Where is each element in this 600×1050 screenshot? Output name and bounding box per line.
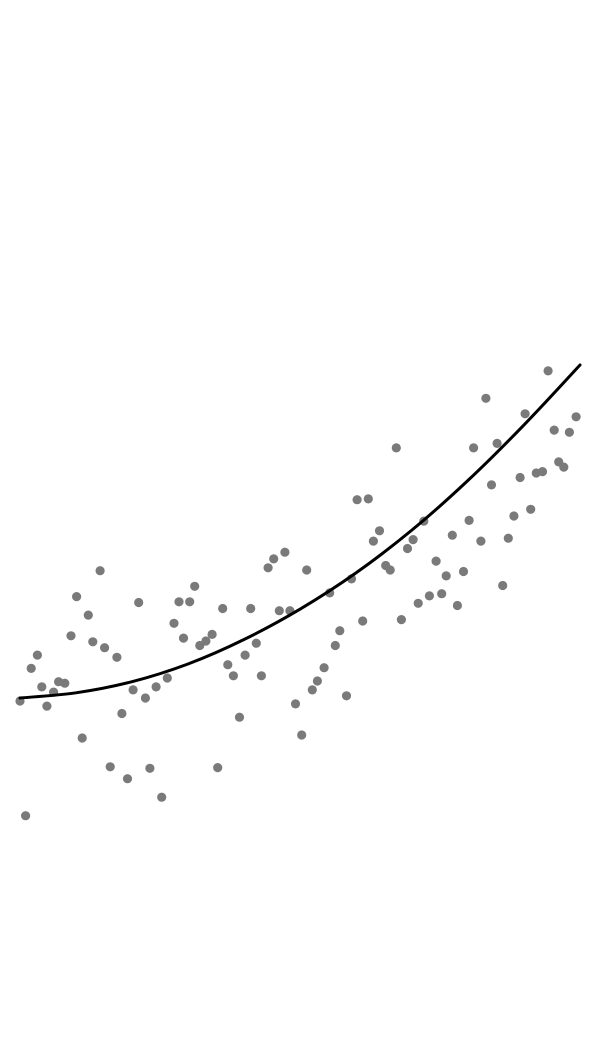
- scatter-point-70: [408, 535, 418, 545]
- scatter-point-69: [402, 543, 413, 554]
- scatter-point-1: [26, 663, 36, 674]
- scatter-point-30: [185, 597, 195, 607]
- scatter-point-25: [157, 792, 167, 802]
- scatter-point-88: [509, 511, 519, 521]
- scatter-point-71: [413, 598, 423, 608]
- scatter-point-51: [302, 565, 312, 575]
- scatter-point-17: [112, 652, 122, 662]
- scatter-point-36: [218, 603, 228, 614]
- scatter-point-87: [503, 533, 513, 543]
- scatter-point-23: [145, 763, 155, 773]
- scatter-point-95: [549, 425, 559, 435]
- scatter-point-90: [520, 409, 530, 419]
- scatter-point-14: [95, 566, 105, 576]
- scatter-point-89: [515, 472, 525, 483]
- scatter-point-61: [358, 616, 368, 626]
- scatter-point-3: [21, 811, 31, 821]
- scatter-point-34: [207, 629, 217, 640]
- scatter-point-74: [431, 556, 441, 566]
- trend-curve: [18, 363, 582, 700]
- scatter-points: [15, 366, 581, 821]
- scatter-point-73: [424, 591, 434, 601]
- scatter-point-22: [140, 693, 150, 703]
- scatter-point-56: [330, 640, 340, 651]
- scatter-point-40: [240, 650, 250, 660]
- scatter-point-29: [178, 633, 189, 643]
- scatter-point-83: [481, 393, 491, 403]
- scatter-point-93: [537, 467, 548, 477]
- scatter-point-21: [134, 597, 144, 608]
- scatter-point-86: [498, 580, 508, 591]
- scatter-point-44: [263, 563, 273, 573]
- scatter-point-26: [162, 673, 172, 683]
- scatter-point-45: [269, 554, 279, 564]
- scatter-point-18: [117, 708, 127, 719]
- scatter-point-2: [32, 650, 43, 660]
- scatter-point-52: [307, 685, 317, 695]
- scatter-point-94: [543, 366, 553, 376]
- scatter-point-38: [228, 671, 238, 681]
- scatter-point-57: [335, 626, 345, 636]
- scatter-point-62: [363, 494, 373, 504]
- scatter-point-24: [151, 682, 161, 692]
- scatter-point-54: [319, 663, 329, 673]
- scatter-point-37: [223, 660, 233, 670]
- scatter-point-19: [122, 774, 133, 784]
- scatter-point-5: [42, 701, 52, 711]
- scatter-point-91: [526, 504, 536, 514]
- scatter-point-49: [290, 699, 301, 709]
- scatter-point-10: [72, 592, 82, 602]
- scatter-point-82: [476, 536, 486, 546]
- scatter-point-84: [486, 480, 497, 490]
- scatter-point-12: [83, 610, 93, 620]
- scatter-point-11: [77, 733, 87, 743]
- scatter-point-16: [105, 762, 115, 772]
- scatter-point-77: [447, 530, 457, 540]
- scatter-point-63: [368, 536, 378, 546]
- scatter-point-8: [60, 678, 70, 688]
- scatter-point-80: [464, 515, 474, 526]
- scatter-point-4: [37, 682, 47, 692]
- scatter-point-66: [385, 565, 395, 575]
- scatter-point-60: [352, 495, 362, 505]
- scatter-point-42: [251, 638, 261, 648]
- scatter-point-20: [128, 685, 138, 695]
- scatter-point-41: [246, 603, 256, 614]
- scatter-point-31: [190, 581, 200, 591]
- scatter-point-28: [174, 597, 184, 607]
- scatter-point-78: [452, 600, 462, 611]
- scatter-point-79: [458, 566, 469, 577]
- scatter-point-27: [169, 618, 179, 628]
- scatter-point-39: [234, 712, 245, 722]
- scatter-point-64: [374, 526, 385, 536]
- scatter-point-13: [88, 637, 98, 647]
- scatter-point-53: [312, 676, 322, 686]
- scatter-point-98: [564, 427, 575, 437]
- scatter-point-58: [341, 691, 352, 701]
- scatter-point-67: [391, 443, 401, 453]
- scatter-point-97: [559, 462, 569, 472]
- scatter-point-76: [441, 571, 451, 581]
- scatter-point-99: [571, 412, 581, 422]
- scatter-point-15: [100, 643, 110, 653]
- scatter-point-43: [256, 671, 266, 681]
- scatter-point-9: [66, 631, 76, 641]
- scatter-point-47: [280, 547, 290, 557]
- scatter-point-35: [213, 763, 223, 773]
- scatter-point-33: [201, 636, 211, 646]
- scatter-point-81: [469, 443, 479, 453]
- scatter-point-68: [396, 615, 406, 625]
- scatter-point-85: [492, 438, 502, 448]
- scatter-point-50: [297, 730, 307, 740]
- scatter-point-46: [274, 606, 284, 616]
- scatter-point-75: [437, 589, 447, 599]
